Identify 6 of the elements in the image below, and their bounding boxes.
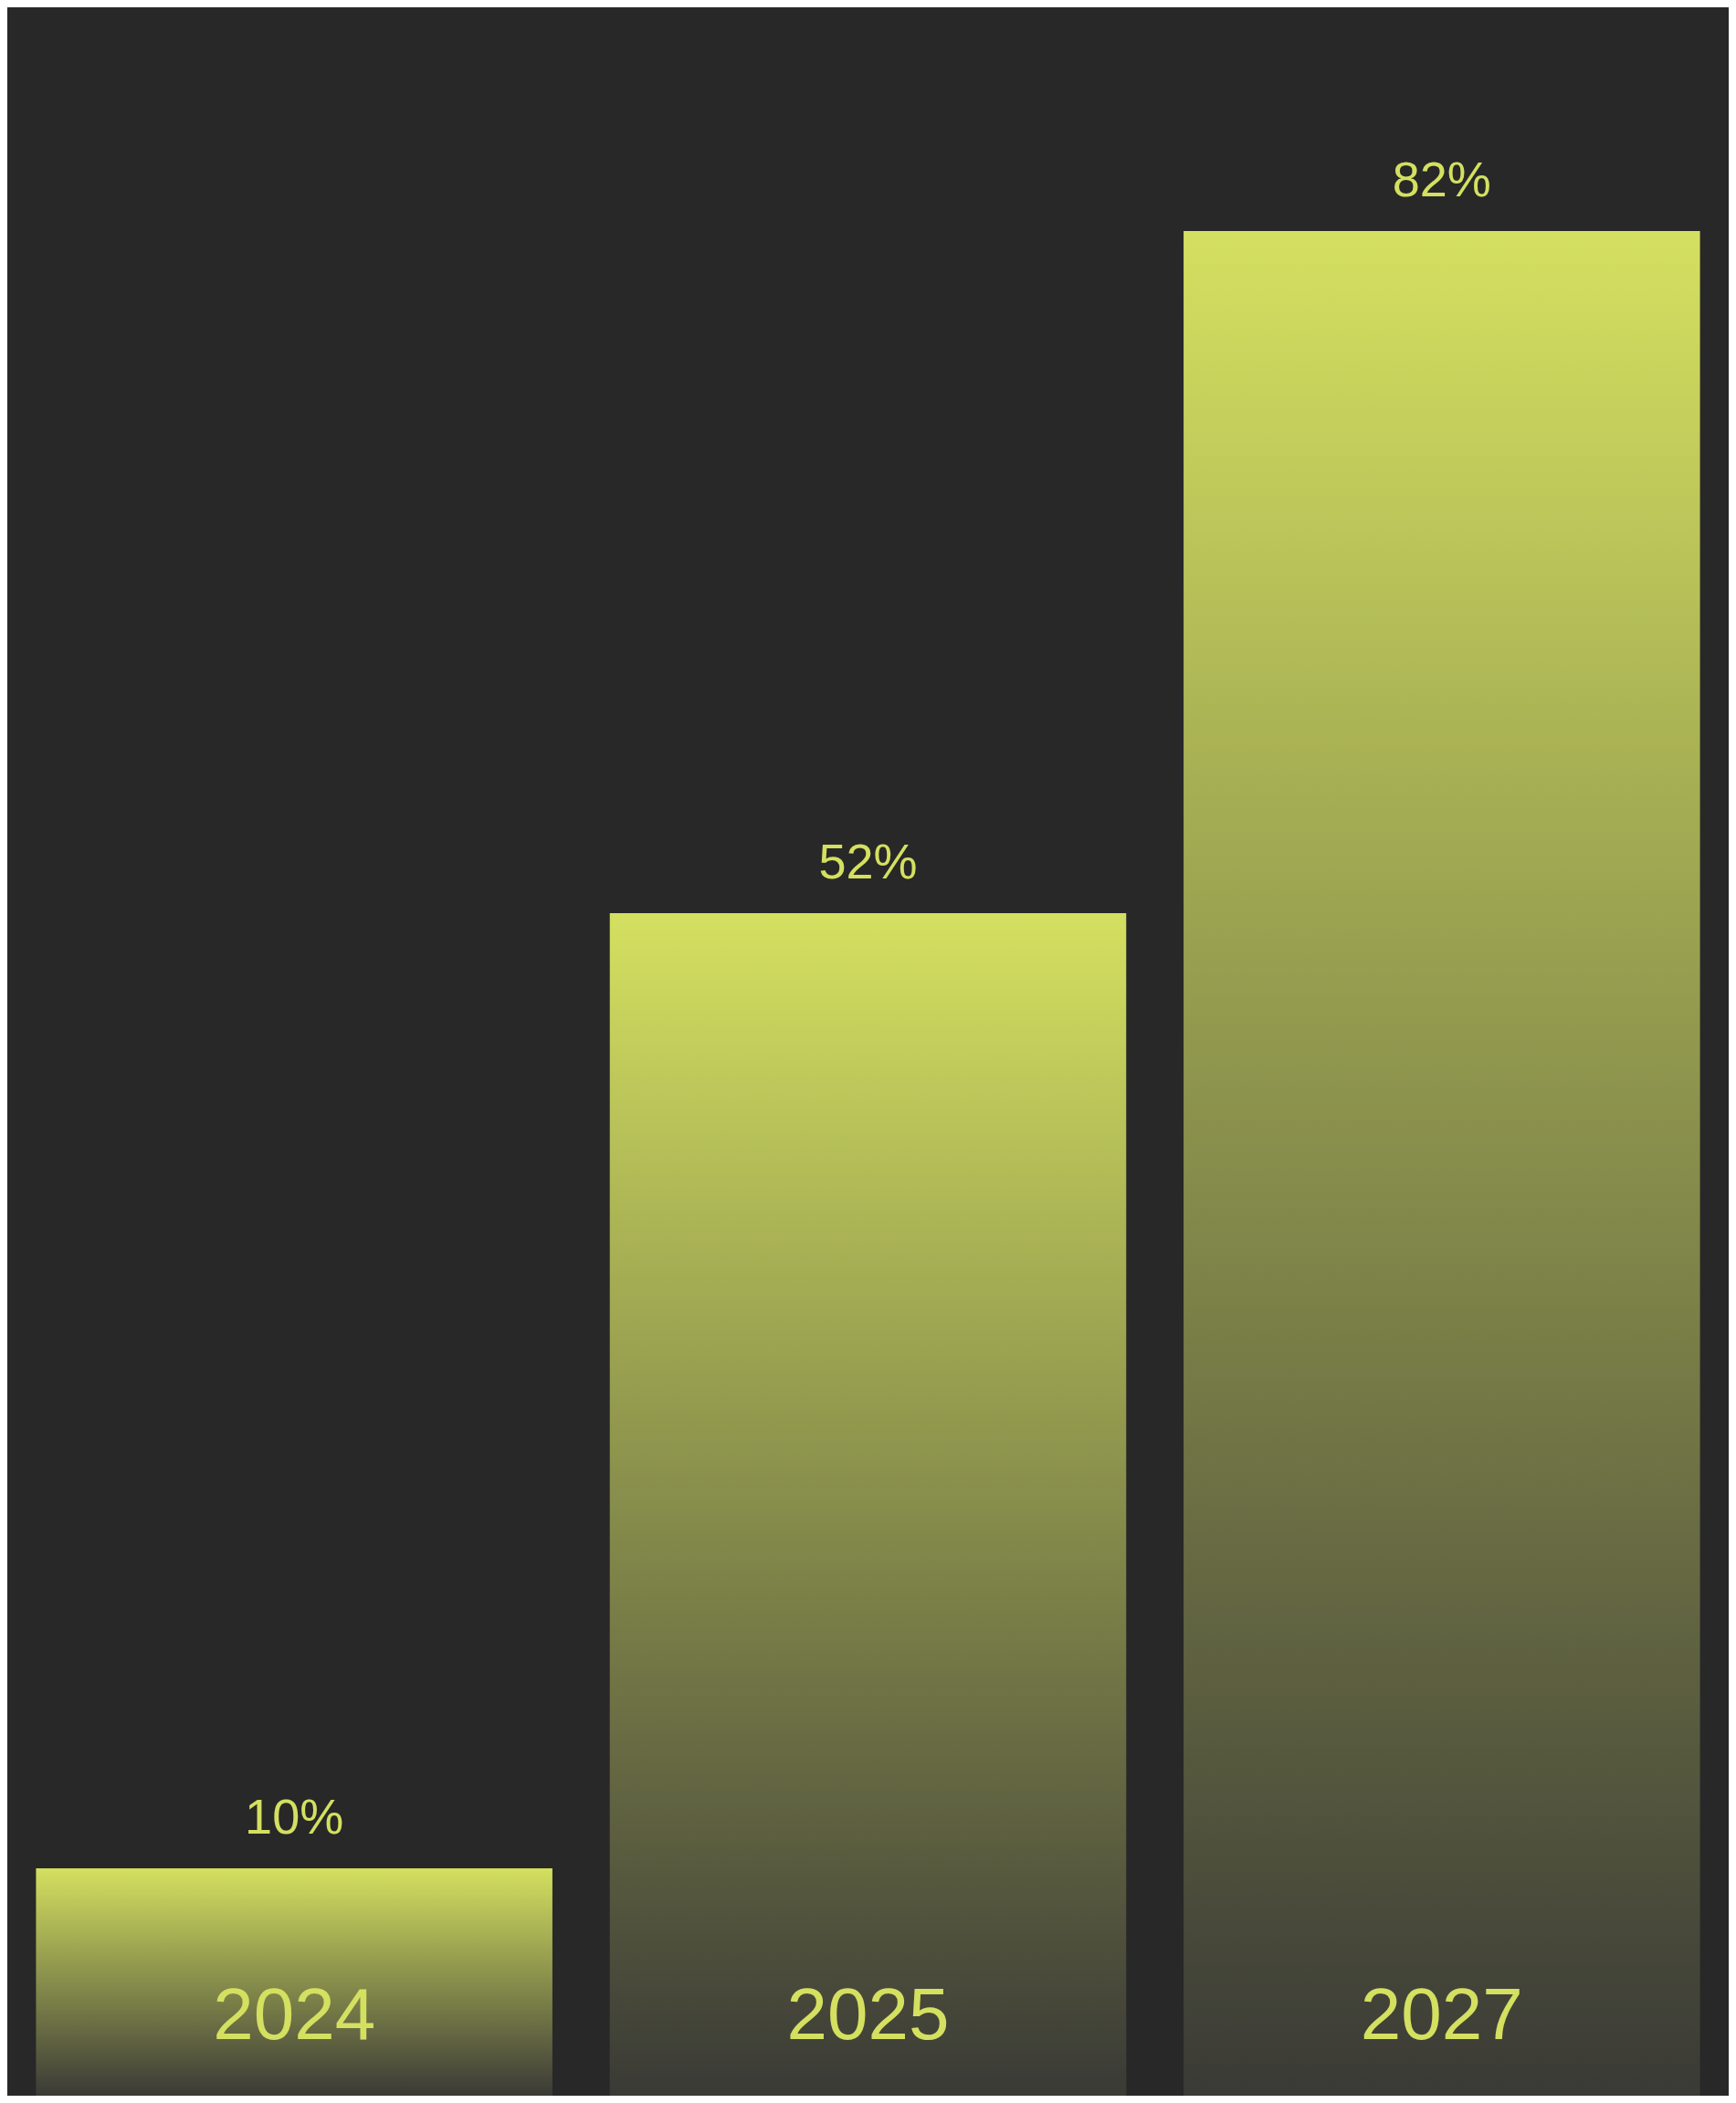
x-tick-label: 2027 xyxy=(1360,1972,1523,2055)
data-label: 52% xyxy=(818,834,918,889)
x-tick-label: 2024 xyxy=(213,1972,376,2055)
data-label: 10% xyxy=(245,1788,344,1844)
x-tick-label: 2025 xyxy=(786,1972,950,2055)
data-label: 82% xyxy=(1392,152,1491,207)
